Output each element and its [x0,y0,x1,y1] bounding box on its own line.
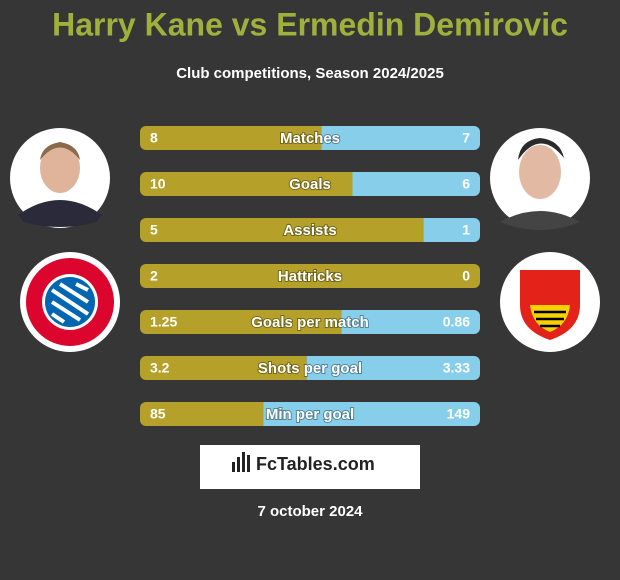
value-right: 1 [462,222,470,238]
value-left: 3.2 [150,360,170,376]
value-right: 6 [462,176,470,192]
bar-right [341,310,480,334]
bar-left [140,126,322,150]
category-label: Shots per goal [258,360,362,377]
category-label: Matches [280,130,340,147]
value-left: 8 [150,130,158,146]
category-label: Min per goal [266,406,354,423]
bar-left [140,310,342,334]
value-left: 1.25 [150,314,177,330]
value-left: 5 [150,222,158,238]
category-label: Goals per match [251,314,369,331]
value-right: 0 [462,268,470,284]
bar-right [263,402,480,426]
source-box: FcTables.com [200,445,420,489]
bar-right [423,218,480,242]
bar-left [140,218,424,242]
source-text: FcTables.com [256,454,375,474]
value-left: 85 [150,406,166,422]
value-left: 2 [150,268,158,284]
bar-left [140,264,480,288]
bar-right [352,172,480,196]
value-right: 149 [447,406,471,422]
chart-subtitle: Club competitions, Season 2024/2025 [176,65,444,82]
category-label: Assists [283,222,336,239]
value-right: 7 [462,130,470,146]
category-label: Goals [289,176,331,193]
chart-title: Harry Kane vs Ermedin Demirovic [52,6,568,42]
player-right-photo [490,128,590,230]
date: 7 october 2024 [257,503,363,520]
bar-left [140,402,264,426]
value-right: 0.86 [443,314,470,330]
value-left: 10 [150,176,166,192]
bar-left [140,356,307,380]
club-right-logo [500,252,600,352]
player-left-photo [10,128,110,228]
bar-left [140,172,353,196]
club-left-logo [20,252,120,352]
category-label: Hattricks [278,268,342,285]
value-right: 3.33 [443,360,470,376]
bar-right [306,356,480,380]
bar-right [321,126,480,150]
